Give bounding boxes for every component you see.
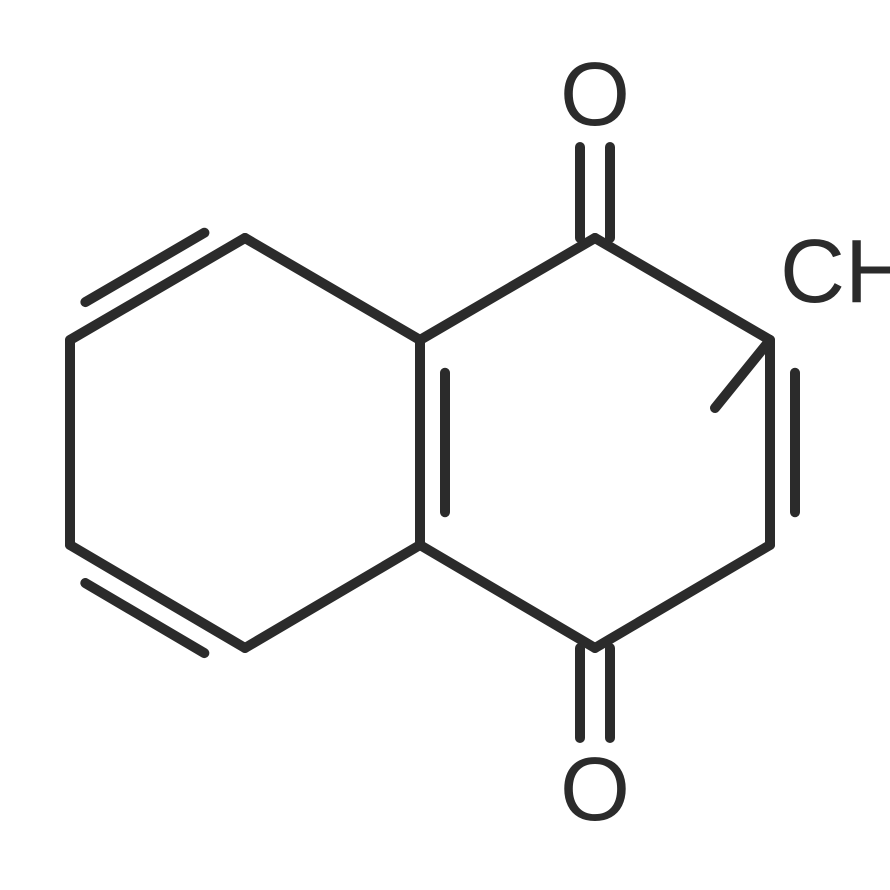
bond [420, 545, 595, 648]
bond [70, 545, 245, 648]
atom-label-me: CH3 [780, 222, 890, 327]
bond [245, 238, 420, 340]
atom-label-o2: O [560, 740, 630, 840]
bond [70, 238, 245, 340]
chemical-structure: O O CH3 [0, 0, 890, 890]
atom-label-o1: O [560, 45, 630, 145]
bond [595, 238, 770, 340]
bond [595, 545, 770, 648]
bond [420, 238, 595, 340]
bond [715, 340, 770, 408]
bond [245, 545, 420, 648]
